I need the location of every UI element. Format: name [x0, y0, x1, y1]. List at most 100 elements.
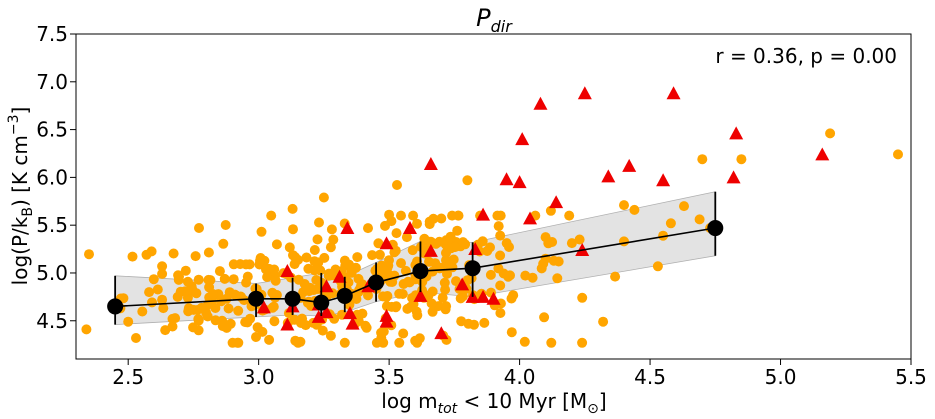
median-marker — [464, 260, 481, 277]
orange-circle-point — [825, 128, 836, 139]
orange-circle-point — [309, 245, 320, 255]
y-tick-label: 6.0 — [36, 165, 68, 189]
orange-circle-point — [193, 315, 204, 326]
orange-circle-point — [123, 316, 134, 327]
median-marker — [248, 290, 265, 307]
orange-circle-point — [328, 234, 339, 245]
triangle-points-layer — [256, 86, 830, 340]
orange-circle-point — [191, 288, 202, 299]
orange-circle-point — [144, 287, 155, 298]
orange-circle-point — [157, 268, 168, 279]
red-triangle-point — [622, 158, 637, 172]
y-axis-label-sup: −3 — [6, 114, 22, 135]
red-triangle-point — [729, 126, 744, 140]
orange-circle-point — [325, 330, 336, 341]
orange-circle-point — [287, 203, 298, 214]
orange-circle-point — [519, 336, 530, 347]
orange-circle-point — [445, 231, 456, 242]
orange-circle-point — [147, 297, 157, 308]
orange-circle-point — [495, 210, 506, 221]
orange-circle-point — [241, 277, 252, 288]
orange-circle-point — [439, 277, 450, 288]
orange-circle-point — [619, 236, 629, 247]
red-triangle-point — [379, 236, 394, 250]
orange-circle-point — [214, 266, 225, 277]
orange-circle-point — [396, 210, 406, 221]
red-triangle-point — [403, 221, 417, 234]
orange-circle-point — [300, 320, 311, 331]
orange-circle-point — [736, 154, 747, 165]
median-marker — [368, 274, 385, 291]
orange-circle-point — [458, 237, 468, 248]
orange-circle-point — [658, 230, 669, 241]
orange-circle-point — [462, 175, 473, 186]
orange-circle-point — [477, 236, 488, 247]
y-tick-label: 5.0 — [36, 261, 68, 285]
orange-circle-point — [269, 264, 280, 275]
orange-circle-point — [495, 280, 506, 291]
correlation-annotation: r = 0.36, p = 0.00 — [715, 44, 897, 68]
orange-circle-point — [396, 258, 406, 269]
orange-circle-point — [326, 224, 337, 235]
orange-circle-point — [411, 306, 422, 317]
red-triangle-point — [515, 132, 530, 146]
orange-circle-point — [202, 311, 213, 322]
red-triangle-point — [455, 277, 470, 291]
orange-circle-point — [419, 233, 430, 244]
orange-circle-point — [210, 315, 221, 326]
orange-circle-point — [152, 284, 163, 295]
red-triangle-point — [280, 317, 295, 331]
orange-circle-point — [182, 276, 193, 287]
orange-circle-point — [228, 274, 239, 285]
orange-circle-point — [610, 271, 621, 282]
red-triangle-point — [319, 305, 334, 319]
orange-circle-point — [493, 221, 504, 232]
orange-circle-point — [391, 301, 402, 312]
x-tick-label: 5.0 — [765, 365, 797, 389]
orange-circle-point — [172, 291, 183, 302]
orange-circle-point — [450, 242, 460, 253]
orange-circle-point — [392, 180, 402, 190]
orange-circle-point — [168, 248, 179, 259]
y-tick-label: 7.0 — [36, 70, 68, 94]
orange-circle-point — [339, 337, 350, 348]
orange-circle-point — [194, 223, 204, 233]
x-axis-label-rest: < 10 Myr [M — [457, 389, 587, 413]
orange-circle-point — [148, 274, 159, 285]
orange-circle-point — [293, 274, 304, 285]
orange-circle-point — [546, 337, 557, 348]
orange-circle-point — [381, 301, 392, 312]
x-tick-label: 2.5 — [112, 365, 144, 389]
orange-circle-point — [577, 337, 588, 348]
orange-circle-point — [380, 220, 390, 231]
median-marker — [412, 263, 429, 280]
orange-circle-point — [160, 325, 171, 336]
red-triangle-point — [345, 316, 360, 330]
red-triangle-point — [577, 86, 592, 100]
median-marker — [107, 298, 124, 315]
red-triangle-point — [533, 96, 548, 110]
y-axis-label: log(P/kB) [K cm−3] — [6, 107, 36, 286]
orange-circle-point — [493, 263, 504, 274]
orange-circle-point — [381, 292, 392, 303]
orange-circle-point — [269, 316, 280, 327]
x-axis-label-end: ] — [599, 389, 607, 413]
median-marker — [313, 294, 330, 311]
x-axis-label-sun: ⊙ — [587, 401, 599, 417]
orange-circle-point — [679, 201, 689, 212]
orange-circle-point — [495, 308, 506, 318]
orange-circle-point — [207, 289, 218, 299]
orange-circle-point — [520, 270, 531, 281]
orange-circle-point — [391, 228, 402, 239]
circle-points-layer — [81, 128, 903, 348]
orange-circle-point — [441, 247, 451, 258]
orange-circle-point — [371, 337, 382, 348]
orange-circle-point — [441, 301, 452, 312]
orange-circle-point — [380, 266, 391, 276]
orange-circle-point — [453, 210, 464, 221]
orange-circle-point — [267, 302, 278, 313]
orange-circle-point — [352, 252, 363, 263]
orange-circle-point — [455, 293, 466, 304]
orange-circle-point — [284, 242, 295, 253]
median-marker — [336, 287, 353, 304]
